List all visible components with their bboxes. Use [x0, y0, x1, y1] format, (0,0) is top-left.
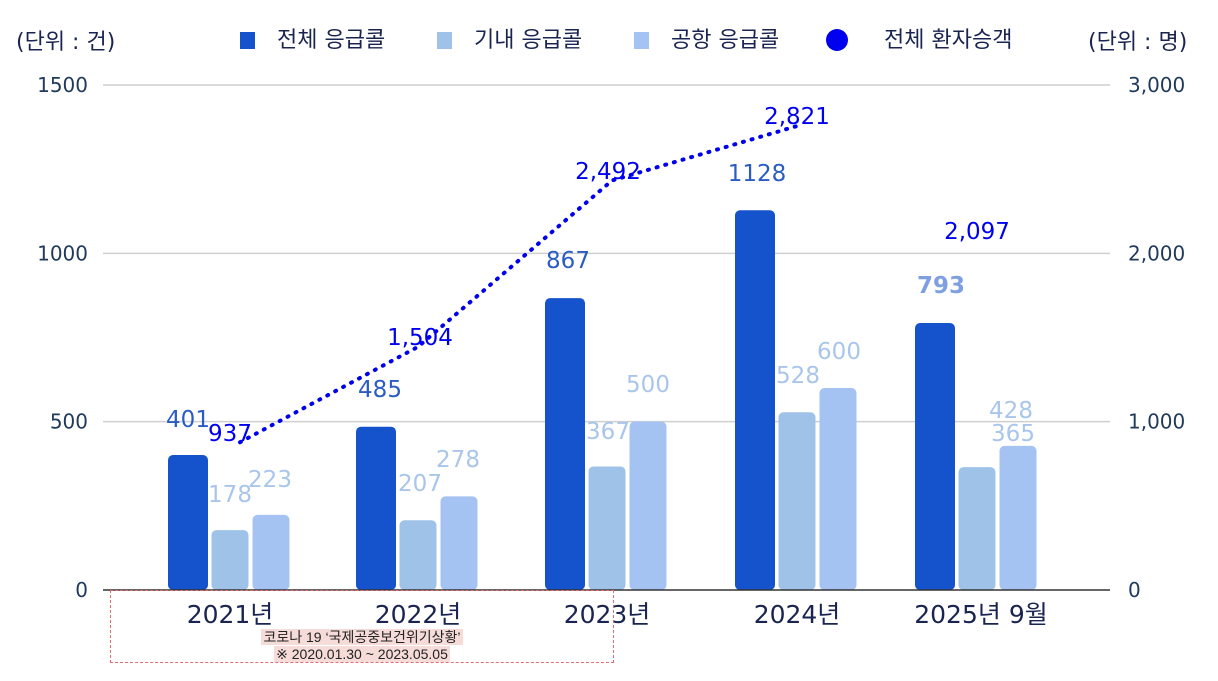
line-value-label: 2,492	[575, 159, 641, 185]
bar-2-3	[819, 388, 857, 590]
x-axis-category-label: 2022년	[375, 600, 462, 629]
bar-value-label: 367	[586, 419, 630, 445]
bar-value-label: 528	[776, 363, 820, 389]
line-value-label: 2,821	[764, 104, 830, 130]
bar-value-label: 867	[546, 248, 590, 274]
bar-value-label: 207	[398, 471, 442, 497]
legend-airport-calls: 공항 응급콜	[634, 22, 779, 54]
bar-2-0	[252, 514, 290, 590]
bar-1-2	[588, 466, 626, 590]
bar-1-4	[958, 467, 996, 590]
bar-1-3	[778, 412, 816, 590]
right-axis-unit: (단위 : 명)	[1088, 30, 1188, 55]
legend-label-total-calls: 전체 응급콜	[277, 28, 386, 53]
left-axis-tick-label: 1500	[37, 73, 88, 97]
legend-label-total-patients: 전체 환자승객	[884, 28, 1013, 53]
x-axis-category-label: 2024년	[754, 600, 841, 629]
x-axis-category-label: 2025년 9월	[914, 600, 1047, 629]
bar-value-label: 793	[917, 273, 965, 299]
legend-label-inflight-calls: 기내 응급콜	[474, 28, 583, 53]
left-axis-tick-label: 0	[75, 578, 88, 602]
x-axis-category-label: 2023년	[564, 600, 651, 629]
bar-0-1	[356, 426, 396, 590]
legend-marker-total-patients	[826, 29, 848, 51]
x-axis-category-label: 2021년	[187, 600, 274, 629]
right-axis-tick-label: 0	[1128, 578, 1141, 602]
line-value-label: 2,097	[944, 219, 1010, 245]
bar-0-2	[545, 298, 585, 590]
bar-value-label: 401	[166, 407, 210, 433]
bar-2-2	[629, 421, 667, 590]
legend-total-patients: 전체 환자승객	[826, 22, 1012, 54]
legend-total-calls: 전체 응급콜	[240, 22, 385, 54]
legend-swatch-inflight-calls	[437, 31, 452, 49]
bar-1-0	[211, 530, 249, 590]
bar-0-4	[915, 323, 955, 590]
bar-value-label: 485	[358, 377, 402, 403]
bar-0-3	[735, 210, 775, 591]
bar-value-label: 428	[989, 398, 1033, 424]
bar-2-1	[440, 496, 478, 590]
covid-note-line1: 코로나 19 ‘국제공중보건위기상황’	[261, 629, 463, 645]
bar-value-label: 365	[991, 421, 1035, 447]
right-axis-tick-label: 1,000	[1128, 410, 1185, 434]
bar-1-1	[399, 520, 437, 590]
covid-period-box: 코로나 19 ‘국제공중보건위기상황’ ※ 2020.01.30 ~ 2023.…	[110, 590, 614, 663]
line-value-label: 937	[208, 421, 252, 447]
legend-swatch-airport-calls	[634, 31, 649, 49]
bar-value-label: 178	[208, 482, 252, 508]
covid-note-line2: ※ 2020.01.30 ~ 2023.05.05	[274, 646, 450, 662]
bar-2-4	[999, 445, 1037, 590]
bar-value-label: 223	[248, 467, 292, 493]
legend-inflight-calls: 기내 응급콜	[437, 22, 582, 54]
bar-value-label: 278	[436, 447, 480, 473]
legend-label-airport-calls: 공항 응급콜	[671, 28, 780, 53]
line-value-label: 1,504	[387, 325, 453, 351]
bar-value-label: 1128	[728, 161, 787, 187]
patients-line	[238, 123, 802, 445]
bar-value-label: 600	[817, 339, 861, 365]
bar-value-label: 500	[626, 372, 670, 398]
right-axis-tick-label: 3,000	[1128, 73, 1185, 97]
left-axis-tick-label: 500	[50, 410, 88, 434]
bar-0-0	[168, 454, 208, 590]
left-axis-unit: (단위 : 건)	[16, 30, 116, 55]
legend-swatch-total-calls	[240, 31, 255, 49]
right-axis-tick-label: 2,000	[1128, 241, 1185, 265]
left-axis-tick-label: 1000	[37, 241, 88, 265]
